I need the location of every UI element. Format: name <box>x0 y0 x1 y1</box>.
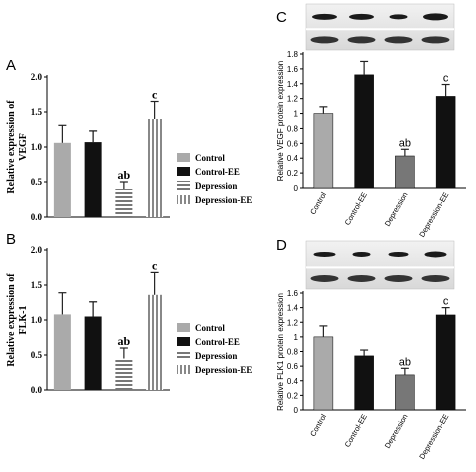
y-tick-label: 0.2 <box>287 391 299 400</box>
y-axis-label: Relative FLK1 protein expression <box>276 293 285 411</box>
bar-control-ee <box>84 142 102 217</box>
y-tick-label: 1.2 <box>287 95 299 104</box>
x-tick-label: Depression-EE <box>417 413 450 461</box>
y-tick-label: 1.6 <box>287 289 299 298</box>
y-tick-label: 0.6 <box>287 139 299 148</box>
legend-swatch <box>177 195 190 204</box>
legend-label: Control <box>195 323 225 333</box>
y-tick-label: 0.8 <box>287 348 299 357</box>
y-tick-label: 1.8 <box>287 50 299 59</box>
y-tick-label: 0.6 <box>287 362 299 371</box>
y-tick-label: 0.4 <box>287 377 299 386</box>
bar-control-ee <box>354 74 374 189</box>
y-tick-label: 1.4 <box>287 80 299 89</box>
legend-swatch <box>177 337 190 346</box>
panel-c: C Relative VEGF protein expression 0 0.2 0.4… <box>276 3 466 239</box>
legend-swatch <box>177 181 190 190</box>
y-tick-label: 1.5 <box>31 280 43 290</box>
panel-d: D Relative FLK1 protein expression 0 0.2 0.4… <box>276 237 466 461</box>
y-tick-label: 0 <box>294 184 299 193</box>
y-tick-label: 0.4 <box>287 154 299 163</box>
bar-depression <box>395 374 415 411</box>
bar-depression <box>115 358 133 390</box>
y-tick-label: 1 <box>294 333 299 342</box>
y-tick-label: 2.0 <box>31 72 43 82</box>
y-tick-label: 0.0 <box>31 212 43 222</box>
y-axis-label: Relative VEGF protein expression <box>276 61 285 182</box>
panel-letter: A <box>6 57 16 74</box>
legend: Control Control-EE Depression Depression-EE <box>177 323 252 375</box>
bar-control-ee <box>84 316 102 390</box>
y-tick-label: 0 <box>294 406 299 415</box>
western-blot-image <box>305 3 455 51</box>
bar-depression <box>115 189 133 217</box>
y-axis-label: Relative expression ofFLK-1 <box>6 273 29 367</box>
y-tick-label: 0.5 <box>31 350 43 360</box>
y-tick-label: 0.2 <box>287 169 299 178</box>
significance-label: c <box>443 296 449 308</box>
x-tick-label: Depression <box>383 191 410 228</box>
y-tick-label: 1.0 <box>31 315 43 325</box>
y-tick-label: 1 <box>294 110 299 119</box>
panel-b: B Relative expression ofFLK-1 0.0 0.5 1.0 1.5… <box>6 231 252 395</box>
y-tick-label: 1.2 <box>287 318 299 327</box>
legend: Control Control-EE Depression Depression-EE <box>177 153 252 205</box>
y-axis-label: Relative expression ofVEGF <box>6 100 29 194</box>
bar-depression-ee <box>146 119 164 217</box>
western-blot-image <box>305 240 455 290</box>
legend-swatch <box>177 351 190 360</box>
panel-letter: D <box>276 237 287 254</box>
significance-label: ab <box>399 137 411 149</box>
legend-swatch <box>177 365 190 374</box>
bar-depression-ee <box>435 314 456 411</box>
panel-letter: B <box>6 231 16 248</box>
legend-label: Depression <box>195 181 237 191</box>
y-tick-label: 0.8 <box>287 124 299 133</box>
bar-depression-ee <box>435 96 456 189</box>
y-tick-label: 1.4 <box>287 304 299 313</box>
y-tick-label: 1.6 <box>287 65 299 74</box>
bar-control <box>313 113 334 189</box>
legend-swatch <box>177 167 190 176</box>
bar-control-ee <box>354 355 374 411</box>
significance-label: ab <box>118 334 131 348</box>
x-tick-label: Control <box>308 190 328 216</box>
x-tick-label: Depression-EE <box>417 191 450 239</box>
legend-label: Control-EE <box>195 167 240 177</box>
x-tick-label: Control-EE <box>343 413 369 449</box>
significance-label: c <box>443 73 449 85</box>
x-tick-label: Depression <box>383 413 410 450</box>
legend-label: Depression-EE <box>195 365 252 375</box>
legend-label: Depression <box>195 351 237 361</box>
legend-swatch <box>177 153 190 162</box>
bar-control <box>53 314 71 390</box>
significance-label: ab <box>399 356 411 368</box>
bar-control <box>313 336 334 411</box>
panel-a: A Relative expression ofVEGF 0.0 0.5 1.0 1.5 2… <box>6 57 252 222</box>
significance-label: c <box>152 88 158 102</box>
x-tick-label: Control <box>308 412 328 438</box>
legend-label: Control <box>195 153 225 163</box>
legend-label: Depression-EE <box>195 195 252 205</box>
y-tick-label: 2.0 <box>31 245 43 255</box>
legend-label: Control-EE <box>195 337 240 347</box>
significance-label: ab <box>118 168 131 182</box>
y-tick-label: 0.5 <box>31 177 43 187</box>
panel-letter: C <box>276 9 287 26</box>
bar-depression-ee <box>146 294 164 390</box>
significance-label: c <box>152 258 158 272</box>
y-tick-label: 1.5 <box>31 107 43 117</box>
x-tick-label: Control-EE <box>343 191 369 227</box>
legend-swatch <box>177 323 190 332</box>
y-tick-label: 1.0 <box>31 142 43 152</box>
y-tick-label: 0.0 <box>31 385 43 395</box>
bar-depression <box>395 155 415 189</box>
bar-control <box>53 142 71 217</box>
